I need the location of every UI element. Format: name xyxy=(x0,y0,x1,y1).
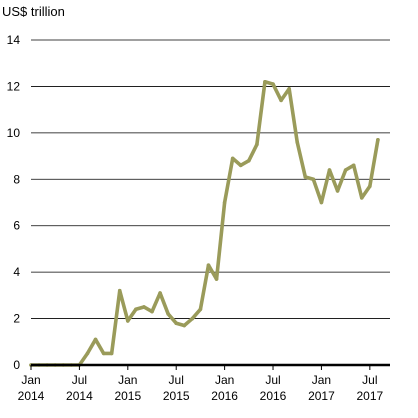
y-tick-label: 10 xyxy=(7,126,21,140)
data-point xyxy=(376,138,380,142)
data-point xyxy=(182,323,187,328)
x-tick-month: Jan xyxy=(215,373,234,387)
data-point xyxy=(206,263,211,267)
data-point xyxy=(134,307,138,312)
x-tick-year: 2014 xyxy=(66,389,93,403)
data-point xyxy=(214,277,219,281)
series-layer xyxy=(29,79,380,367)
x-tick-month: Jan xyxy=(312,373,331,387)
x-tick-labels: Jan 2014 Jul 2014 Jan 2015 Jul 2015 Jan 2016 Jul 20… xyxy=(18,373,384,403)
x-axis xyxy=(30,363,390,370)
data-point xyxy=(351,163,356,168)
y-tick-label: 12 xyxy=(7,79,21,93)
data-point xyxy=(166,312,170,316)
data-point xyxy=(190,316,195,321)
data-point xyxy=(335,189,340,193)
x-tick-year: 2016 xyxy=(211,389,238,403)
data-point xyxy=(222,200,227,205)
x-tick-month: Jul xyxy=(169,373,184,387)
y-tick-labels: 0 2 4 6 8 10 12 14 xyxy=(7,33,21,372)
data-point xyxy=(271,82,275,86)
x-tick-year: 2015 xyxy=(114,389,141,403)
unit-label: US$ trillion xyxy=(2,4,65,19)
x-tick-year: 2017 xyxy=(308,389,335,403)
x-tick-month: Jan xyxy=(118,373,137,387)
data-point xyxy=(117,288,122,293)
x-tick-month: Jan xyxy=(21,373,40,387)
data-point xyxy=(303,175,308,179)
x-tick-year: 2016 xyxy=(260,389,287,403)
data-point xyxy=(359,196,364,200)
data-point xyxy=(142,305,146,309)
data-point xyxy=(295,140,300,144)
y-tick-label: 8 xyxy=(13,172,20,186)
gridlines xyxy=(31,39,390,319)
data-point xyxy=(158,291,162,295)
data-point xyxy=(198,307,203,312)
x-tick-year: 2014 xyxy=(18,389,45,403)
x-tick-month: Jul xyxy=(265,373,280,387)
data-point xyxy=(368,184,372,189)
x-tick-year: 2015 xyxy=(163,389,190,403)
data-point xyxy=(343,168,348,172)
data-point xyxy=(238,163,243,168)
data-point xyxy=(85,351,90,356)
y-tick-label: 4 xyxy=(13,265,20,279)
data-point xyxy=(319,200,324,205)
data-point xyxy=(279,98,283,103)
data-point xyxy=(327,168,332,172)
data-point xyxy=(263,79,267,84)
data-point xyxy=(174,321,179,326)
y-tick-label: 14 xyxy=(7,33,21,47)
series-line xyxy=(29,79,380,367)
data-point xyxy=(255,142,259,147)
data-point xyxy=(230,156,235,161)
data-point xyxy=(101,351,106,356)
data-point xyxy=(126,319,130,323)
y-tick-label: 2 xyxy=(13,312,20,326)
data-point xyxy=(109,351,114,356)
y-tick-label: 6 xyxy=(13,219,20,233)
data-point xyxy=(150,309,154,314)
x-tick-year: 2017 xyxy=(356,389,383,403)
data-point xyxy=(311,177,316,182)
data-point xyxy=(287,86,291,91)
x-tick-month: Jul xyxy=(72,373,87,387)
y-tick-label: 0 xyxy=(13,358,20,372)
data-point xyxy=(247,158,251,163)
x-tick-month: Jul xyxy=(362,373,377,387)
data-point xyxy=(93,337,98,342)
